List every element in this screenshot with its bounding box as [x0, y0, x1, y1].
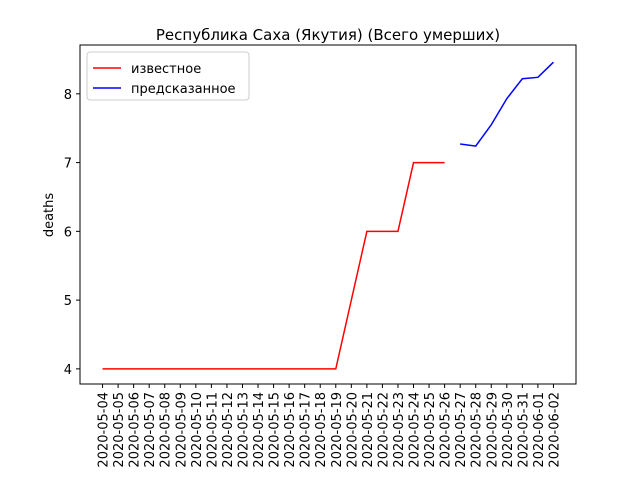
x-tick-label: 2020-06-02: [547, 392, 562, 468]
x-tick-label: 2020-05-30: [501, 392, 516, 468]
x-tick-label: 2020-05-09: [174, 392, 189, 468]
x-tick-label: 2020-05-08: [159, 392, 174, 468]
chart-title: Республика Саха (Якутия) (Всего умерших): [156, 26, 500, 44]
x-tick-label: 2020-05-24: [408, 392, 423, 468]
x-tick-label: 2020-05-29: [485, 392, 500, 468]
x-tick-label: 2020-06-01: [532, 392, 547, 468]
y-tick-label: 7: [64, 157, 72, 172]
x-tick-label: 2020-05-15: [268, 392, 283, 468]
x-tick-label: 2020-05-18: [314, 392, 329, 468]
x-tick-label: 2020-05-16: [283, 392, 298, 468]
x-tick-label: 2020-05-31: [516, 392, 531, 468]
y-tick-label: 8: [64, 88, 72, 103]
y-tick-label: 5: [64, 294, 72, 309]
x-tick-label: 2020-05-10: [190, 392, 205, 468]
x-tick-label: 2020-05-26: [439, 392, 454, 468]
x-tick-label: 2020-05-22: [376, 392, 391, 468]
x-tick-label: 2020-05-12: [221, 392, 236, 468]
legend-label: известное: [131, 62, 201, 77]
x-tick-label: 2020-05-25: [423, 392, 438, 468]
x-tick-label: 2020-05-17: [299, 392, 314, 468]
x-tick-label: 2020-05-05: [112, 392, 127, 468]
y-tick-label: 4: [64, 363, 72, 378]
legend-frame: [86, 51, 250, 101]
x-tick-label: 2020-05-23: [392, 392, 407, 468]
x-tick-label: 2020-05-04: [97, 392, 112, 468]
x-tick-label: 2020-05-28: [470, 392, 485, 468]
y-axis-label: deaths: [42, 193, 57, 238]
y-tick-label: 6: [64, 225, 72, 240]
legend-label: предсказанное: [131, 82, 236, 97]
x-tick-label: 2020-05-27: [454, 392, 469, 468]
x-tick-label: 2020-05-19: [330, 392, 345, 468]
x-tick-label: 2020-05-14: [252, 392, 267, 468]
plot-frame: [79, 44, 577, 385]
x-tick-label: 2020-05-06: [128, 392, 143, 468]
line-series: [102, 161, 445, 370]
legend: известное предсказанное: [86, 51, 250, 101]
x-tick-label: 2020-05-13: [236, 392, 251, 468]
x-tick-label: 2020-05-11: [205, 392, 220, 468]
x-tick-label: 2020-05-20: [345, 392, 360, 468]
x-tick-label: 2020-05-21: [361, 392, 376, 468]
x-tick-label: 2020-05-07: [143, 392, 158, 468]
line-series: [460, 61, 554, 147]
